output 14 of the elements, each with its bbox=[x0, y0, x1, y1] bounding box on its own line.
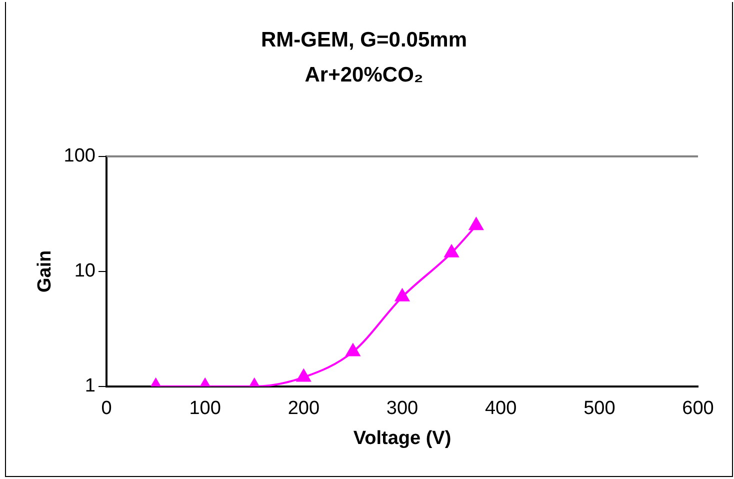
y-tick-label: 10 bbox=[74, 260, 96, 282]
chart-subtitle: Ar+20%CO₂ bbox=[304, 64, 424, 87]
x-tick-label: 200 bbox=[288, 398, 320, 420]
x-tick-label: 400 bbox=[484, 398, 517, 420]
x-tick-label: 0 bbox=[101, 398, 112, 420]
x-tick-label: 600 bbox=[682, 398, 714, 420]
y-tick-label: 1 bbox=[84, 376, 96, 397]
x-tick-label: 500 bbox=[584, 398, 616, 420]
x-axis-title: Voltage (V) bbox=[353, 428, 452, 449]
y-axis-title: Gain bbox=[34, 250, 56, 293]
chart-title: RM-GEM, G=0.05mm bbox=[261, 28, 467, 52]
y-tick-label: 100 bbox=[64, 146, 96, 167]
x-tick-label: 300 bbox=[386, 398, 418, 420]
x-tick-label: 100 bbox=[189, 398, 221, 420]
